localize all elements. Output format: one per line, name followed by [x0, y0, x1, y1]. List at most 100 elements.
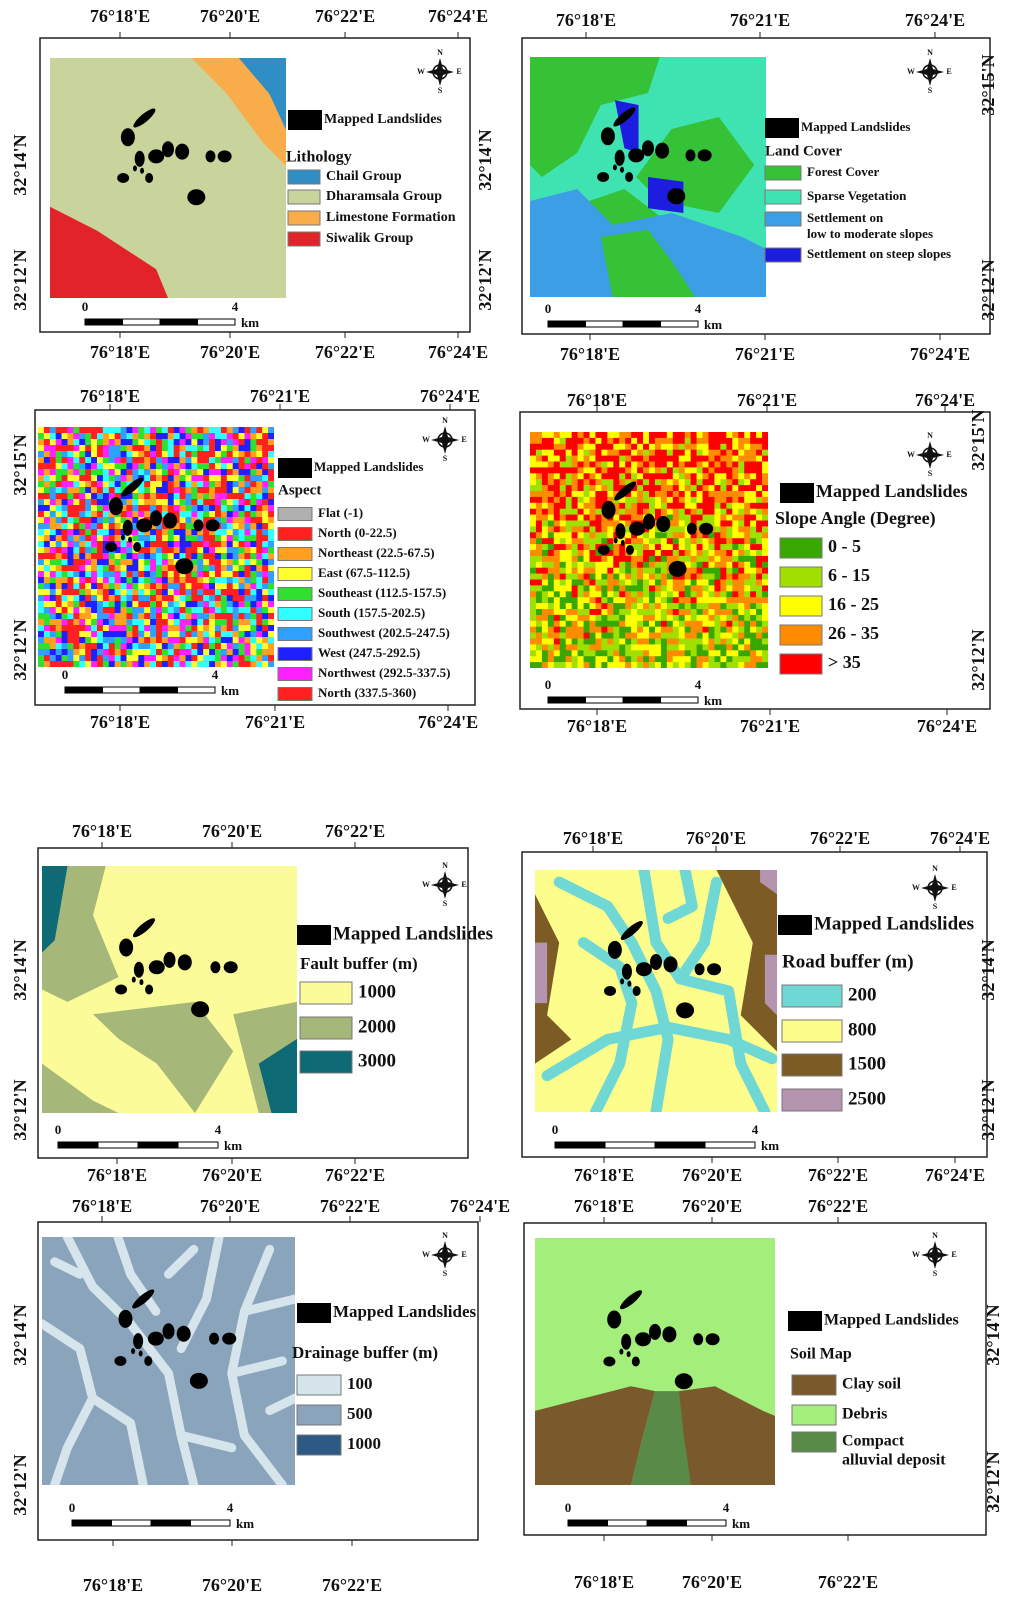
map-cell	[584, 462, 590, 468]
map-cell	[584, 438, 590, 444]
map-cell	[38, 427, 44, 433]
map-cell	[109, 625, 115, 631]
map-cell	[73, 475, 79, 481]
legend-swatch	[278, 568, 312, 581]
landslide	[210, 961, 220, 973]
map-cell	[720, 562, 726, 568]
map-cell	[578, 656, 584, 662]
map-cell	[756, 532, 762, 538]
map-cell	[720, 538, 726, 544]
map-cell	[62, 457, 68, 463]
map-cell	[197, 481, 203, 487]
map-cell	[530, 609, 536, 615]
map-cell	[262, 469, 268, 475]
map-cell	[584, 662, 590, 668]
map-cell	[209, 643, 215, 649]
map-cell	[191, 541, 197, 547]
coord-label: 76°20'E	[202, 1165, 262, 1185]
map-cell	[38, 487, 44, 493]
map-cell	[613, 515, 619, 521]
map-cell	[578, 456, 584, 462]
map-cell	[536, 438, 542, 444]
map-cell	[262, 607, 268, 613]
map-cell	[209, 583, 215, 589]
landslide-swatch	[297, 1303, 331, 1323]
map-cell	[744, 538, 750, 544]
map-cell	[643, 580, 649, 586]
map-cell	[685, 627, 691, 633]
map-cell	[578, 609, 584, 615]
map-cell	[180, 613, 186, 619]
map-cell	[256, 481, 262, 487]
map-cell	[732, 544, 738, 550]
map-cell	[750, 479, 756, 485]
map-cell	[738, 473, 744, 479]
map-cell	[79, 505, 85, 511]
map-cell	[44, 427, 50, 433]
map-cell	[625, 462, 631, 468]
map-cell	[62, 427, 68, 433]
coord-label: 76°18'E	[560, 344, 620, 364]
map-cell	[619, 585, 625, 591]
map-cell	[97, 481, 103, 487]
map-cell	[720, 503, 726, 509]
landslide	[698, 149, 712, 161]
map-cell	[56, 589, 62, 595]
map-cell	[762, 662, 768, 668]
map-cell	[673, 462, 679, 468]
map-cell	[637, 615, 643, 621]
map-cell	[697, 621, 703, 627]
map-cell	[121, 511, 127, 517]
map-cell	[619, 597, 625, 603]
map-cell	[762, 532, 768, 538]
map-cell	[625, 503, 631, 509]
map-cell	[262, 493, 268, 499]
map-cell	[245, 547, 251, 553]
map-cell	[613, 485, 619, 491]
map-cell	[162, 655, 168, 661]
map-cell	[572, 603, 578, 609]
map-cell	[180, 529, 186, 535]
map-cell	[144, 619, 150, 625]
map-cell	[127, 571, 133, 577]
map-cell	[637, 650, 643, 656]
map-cell	[62, 595, 68, 601]
legend-label: Northwest (292.5-337.5)	[318, 665, 451, 680]
map-cell	[221, 553, 227, 559]
scale-label: 0	[565, 1500, 572, 1515]
map-cell	[584, 515, 590, 521]
scale-segment	[586, 321, 624, 327]
map-cell	[667, 473, 673, 479]
map-cell	[548, 621, 554, 627]
map-cell	[726, 656, 732, 662]
map-cell	[115, 625, 121, 631]
map-cell	[186, 601, 192, 607]
map-cell	[79, 481, 85, 487]
map-cell	[714, 538, 720, 544]
map-cell	[607, 639, 613, 645]
map-cell	[103, 655, 109, 661]
map-cell	[542, 432, 548, 438]
map-cell	[150, 445, 156, 451]
map-cell	[643, 491, 649, 497]
map-cell	[595, 503, 601, 509]
map-cell	[245, 601, 251, 607]
map-cell	[578, 473, 584, 479]
map-cell	[714, 580, 720, 586]
map-cell	[601, 467, 607, 473]
map-cell	[132, 433, 138, 439]
map-cell	[56, 619, 62, 625]
map-cell	[673, 479, 679, 485]
map-cell	[560, 644, 566, 650]
map-cell	[168, 475, 174, 481]
map-cell	[144, 559, 150, 565]
map-cell	[566, 580, 572, 586]
map-cell	[191, 499, 197, 505]
map-cell	[138, 445, 144, 451]
map-cell	[62, 577, 68, 583]
scale-segment	[655, 1142, 705, 1148]
map-cell	[590, 644, 596, 650]
map-cell	[215, 481, 221, 487]
map-cell	[726, 591, 732, 597]
map-cell	[530, 491, 536, 497]
